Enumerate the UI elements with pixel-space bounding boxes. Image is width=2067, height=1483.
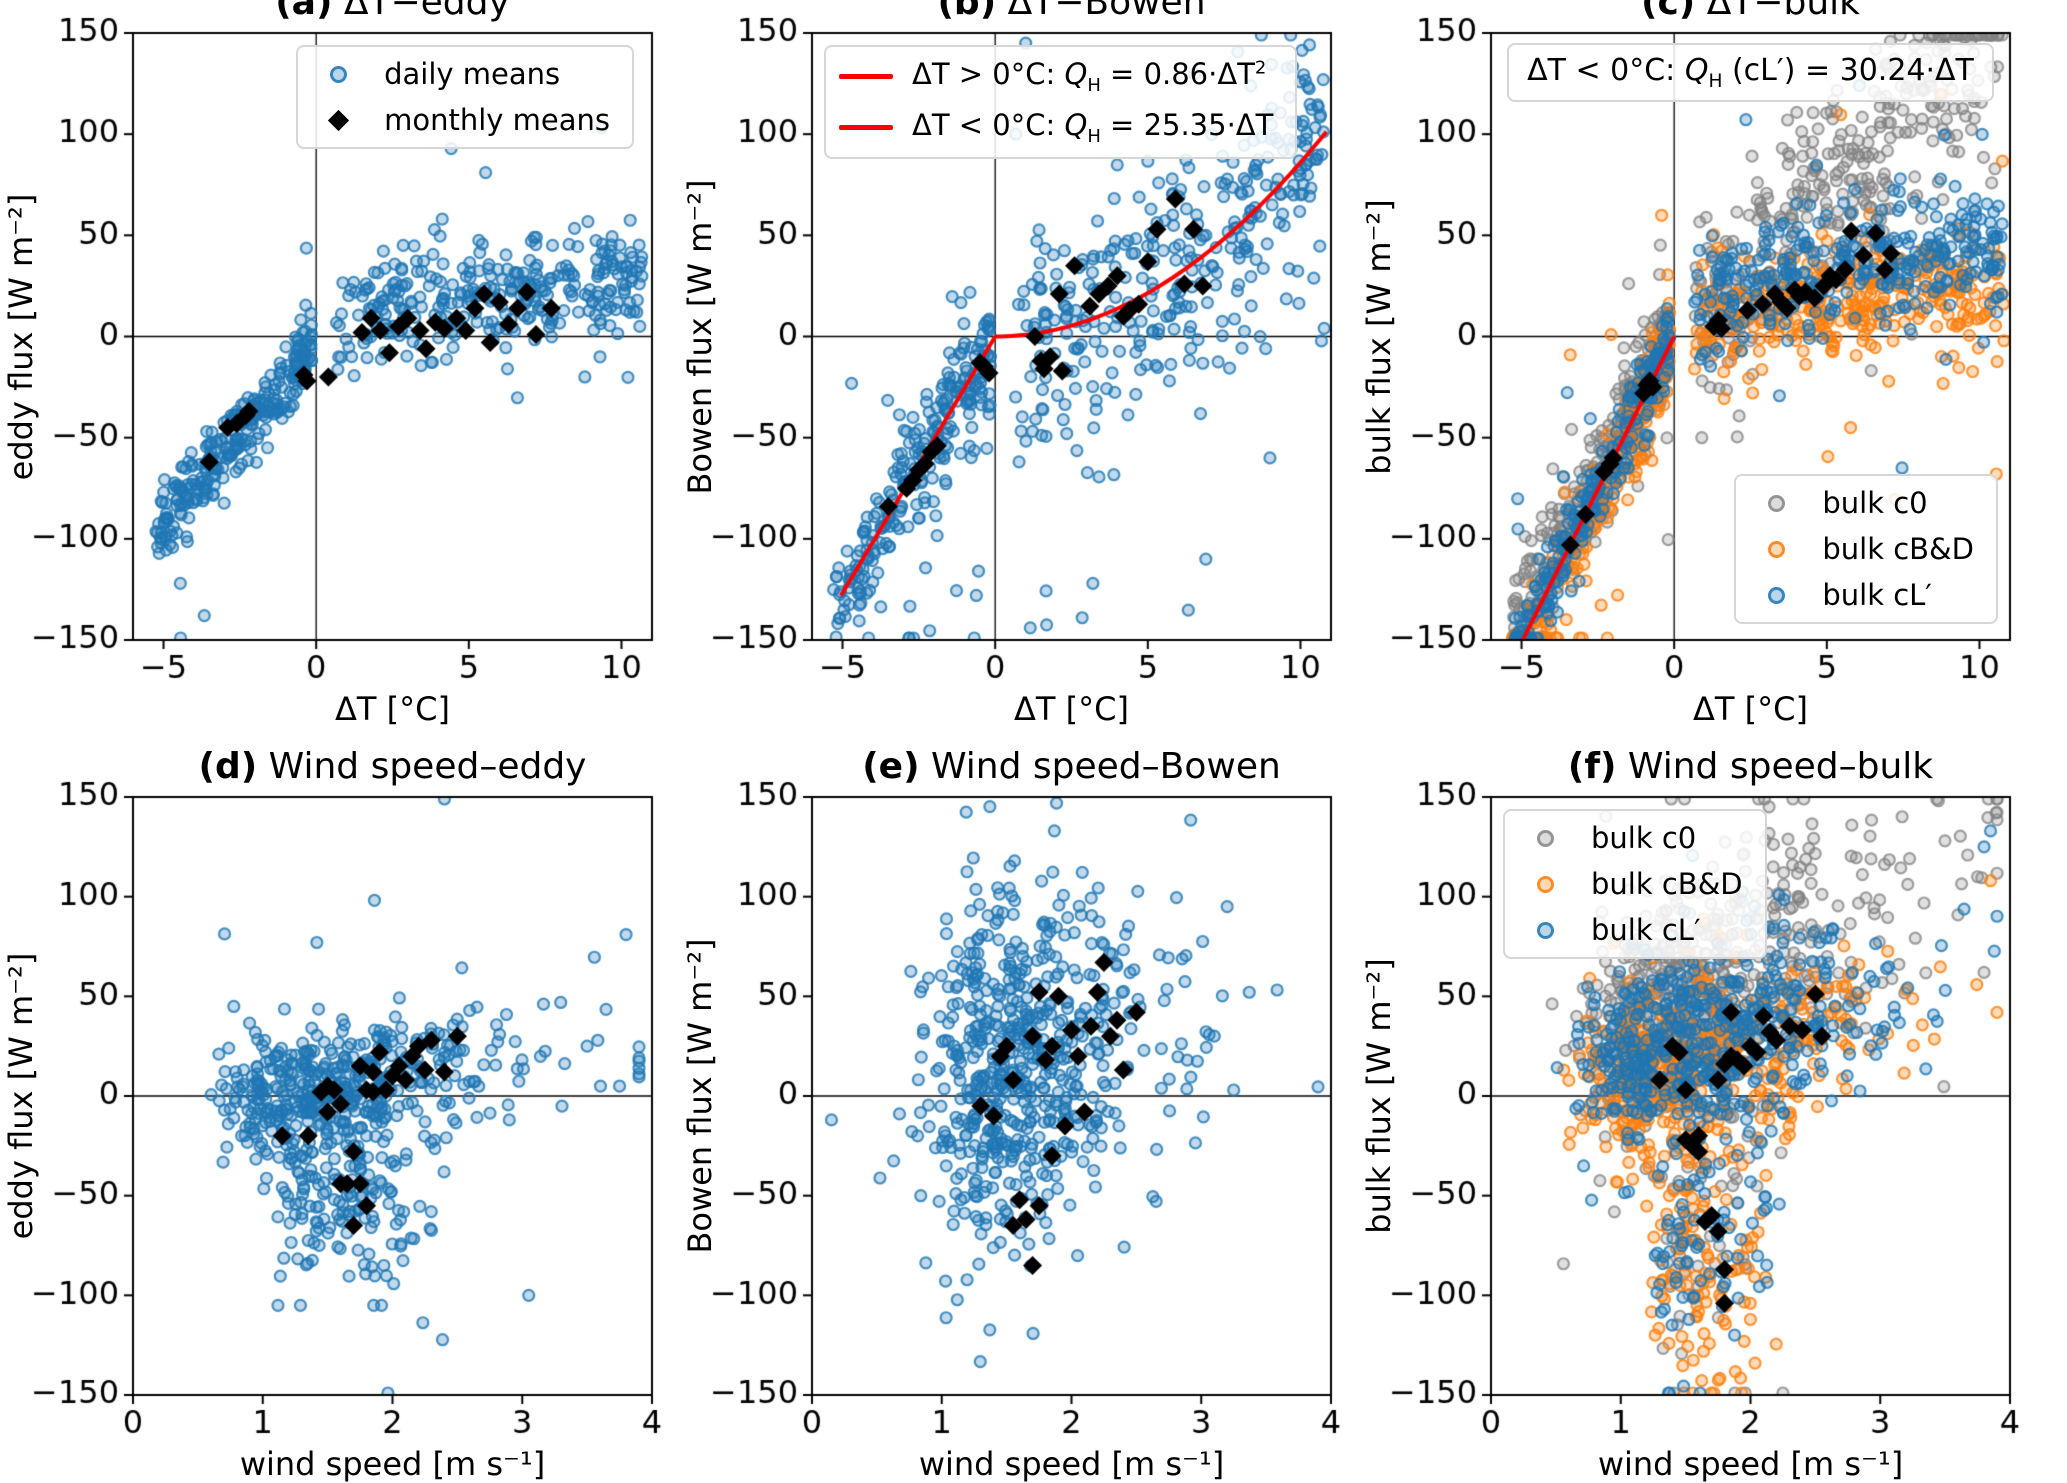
legend-label: monthly means bbox=[384, 103, 610, 137]
panel-b-ylabel: Bowen flux [W m⁻²] bbox=[681, 178, 719, 495]
panel-d: (d) Wind speed–eddy eddy flux [W m⁻²] wi… bbox=[2, 746, 652, 1483]
panel-a-legend: daily means monthly means bbox=[296, 45, 634, 149]
panel-b-legend: ΔT > 0°C: QH = 0.86·ΔT2 ΔT < 0°C: QH = 2… bbox=[824, 45, 1298, 159]
legend-entry: ΔT > 0°C: QH = 0.86·ΔT2 bbox=[836, 57, 1273, 96]
panel-d-title-text: Wind speed–eddy bbox=[257, 746, 587, 787]
panel-a: (a) ΔT−eddy eddy flux [W m⁻²] ΔT [°C] da… bbox=[2, 0, 652, 728]
bulk-cbd-marker-icon bbox=[1746, 540, 1806, 558]
legend-entry: bulk c0 bbox=[1746, 486, 1974, 520]
panel-f-title-text: Wind speed–bulk bbox=[1616, 746, 1934, 787]
legend-label: bulk cB&D bbox=[1822, 532, 1974, 566]
panel-f-legend: bulk c0 bulk cB&D bulk cL′ bbox=[1503, 809, 1767, 959]
legend-label: daily means bbox=[384, 57, 561, 91]
panel-d-ylabel: eddy flux [W m⁻²] bbox=[2, 952, 40, 1240]
panel-e-title: (e) Wind speed–Bowen bbox=[812, 746, 1331, 787]
legend-entry: ΔT < 0°C: QH = 25.35·ΔT bbox=[836, 108, 1273, 147]
legend-entry: bulk c0 bbox=[1515, 821, 1743, 855]
panel-f-xlabel: wind speed [m s⁻¹] bbox=[1597, 1445, 1904, 1483]
panel-d-title: (d) Wind speed–eddy bbox=[133, 746, 652, 787]
legend-entry: bulk cB&D bbox=[1515, 867, 1743, 901]
legend-entry: bulk cL′ bbox=[1515, 913, 1743, 947]
legend-label: bulk cB&D bbox=[1591, 867, 1743, 901]
panel-c-equation-box: ΔT < 0°C: QH (cL′) = 30.24·ΔT bbox=[1507, 43, 1994, 102]
panel-a-xlabel: ΔT [°C] bbox=[335, 690, 450, 728]
panel-f: (f) Wind speed–bulk bulk flux [W m⁻²] wi… bbox=[1360, 746, 2010, 1483]
panel-a-title: (a) ΔT−eddy bbox=[133, 0, 652, 23]
monthly-means-marker-icon bbox=[308, 109, 368, 131]
panel-e: (e) Wind speed–Bowen Bowen flux [W m⁻²] … bbox=[681, 746, 1331, 1483]
panel-f-title-prefix: (f) bbox=[1567, 746, 1617, 787]
legend-label: bulk c0 bbox=[1591, 821, 1697, 855]
panel-a-title-prefix: (a) bbox=[275, 0, 333, 23]
panel-b-title: (b) ΔT−Bowen bbox=[812, 0, 1331, 23]
panel-e-ylabel: Bowen flux [W m⁻²] bbox=[681, 938, 719, 1254]
panel-c-xlabel: ΔT [°C] bbox=[1693, 690, 1808, 728]
daily-means-marker-icon bbox=[308, 65, 368, 83]
panel-b-title-text: ΔT−Bowen bbox=[996, 0, 1206, 23]
bulk-cbd-marker-icon bbox=[1515, 875, 1575, 893]
legend-label: ΔT < 0°C: QH = 25.35·ΔT bbox=[912, 107, 1274, 147]
panel-f-ylabel: bulk flux [W m⁻²] bbox=[1360, 958, 1398, 1234]
legend-label: bulk cL′ bbox=[1591, 913, 1701, 947]
panel-c-legend: bulk c0 bulk cB&D bulk cL′ bbox=[1734, 474, 1998, 624]
panel-d-xlabel: wind speed [m s⁻¹] bbox=[239, 1445, 546, 1483]
panel-c-title-text: ΔT−bulk bbox=[1695, 0, 1860, 23]
bulk-cl-marker-icon bbox=[1515, 921, 1575, 939]
panel-c: (c) ΔT−bulk bulk flux [W m⁻²] ΔT [°C] ΔT… bbox=[1360, 0, 2010, 728]
panel-e-xlabel: wind speed [m s⁻¹] bbox=[918, 1445, 1225, 1483]
panel-b: (b) ΔT−Bowen Bowen flux [W m⁻²] ΔT [°C] … bbox=[681, 0, 1331, 728]
panel-c-title-prefix: (c) bbox=[1641, 0, 1696, 23]
panel-d-title-prefix: (d) bbox=[198, 746, 258, 787]
legend-label: bulk cL′ bbox=[1822, 578, 1932, 612]
panel-e-title-text: Wind speed–Bowen bbox=[919, 746, 1281, 787]
bulk-c0-marker-icon bbox=[1515, 829, 1575, 847]
panel-c-ylabel: bulk flux [W m⁻²] bbox=[1360, 198, 1398, 475]
legend-entry: monthly means bbox=[308, 103, 610, 137]
panel-f-title: (f) Wind speed–bulk bbox=[1491, 746, 2010, 787]
panel-b-title-prefix: (b) bbox=[937, 0, 997, 23]
legend-entry: bulk cL′ bbox=[1746, 578, 1974, 612]
bulk-c0-marker-icon bbox=[1746, 494, 1806, 512]
fit-line-red-icon bbox=[836, 73, 896, 79]
panel-b-xlabel: ΔT [°C] bbox=[1014, 690, 1129, 728]
legend-label: bulk c0 bbox=[1822, 486, 1928, 520]
panel-e-title-prefix: (e) bbox=[862, 746, 920, 787]
panel-a-title-text: ΔT−eddy bbox=[332, 0, 510, 23]
legend-entry: bulk cB&D bbox=[1746, 532, 1974, 566]
legend-entry: daily means bbox=[308, 57, 610, 91]
bulk-cl-marker-icon bbox=[1746, 586, 1806, 604]
fit-line-red-icon bbox=[836, 124, 896, 130]
panel-a-ylabel: eddy flux [W m⁻²] bbox=[2, 193, 40, 480]
legend-label: ΔT > 0°C: QH = 0.86·ΔT2 bbox=[912, 57, 1267, 96]
panel-c-title: (c) ΔT−bulk bbox=[1491, 0, 2010, 23]
